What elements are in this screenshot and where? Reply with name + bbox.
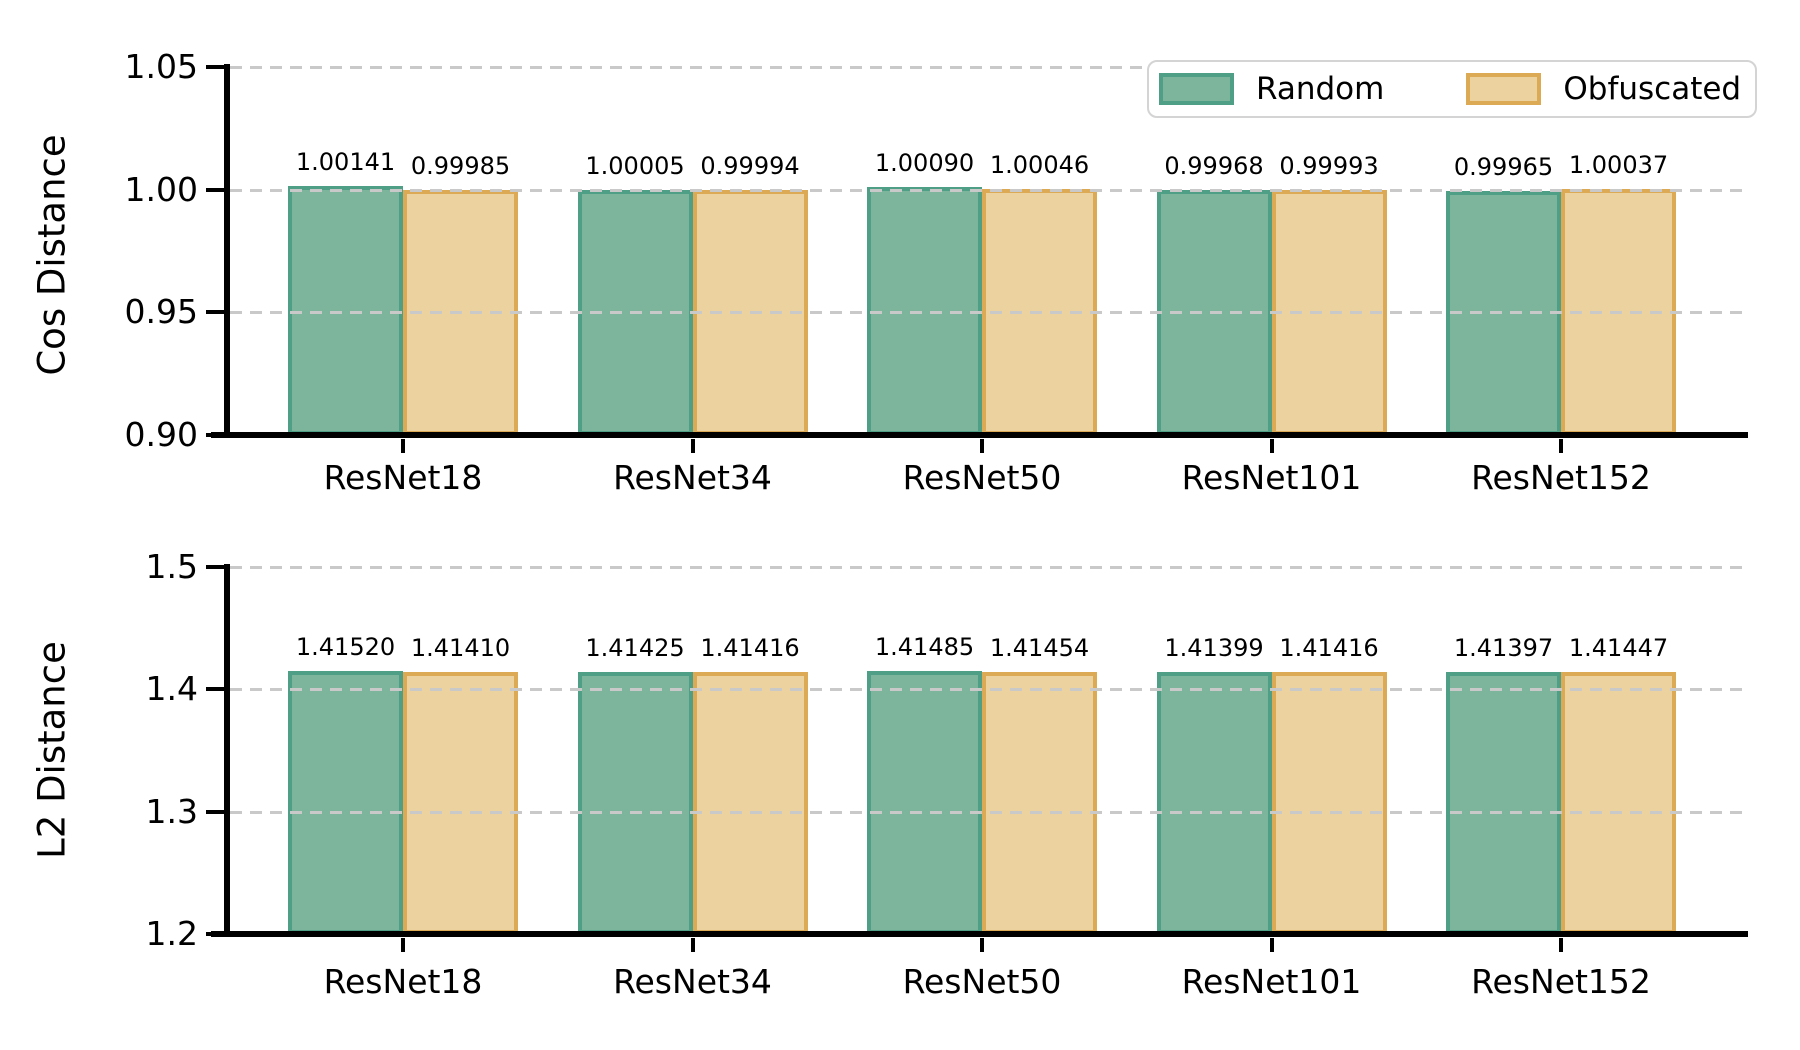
- category-label: ResNet18: [323, 458, 483, 497]
- category-label: ResNet18: [323, 962, 483, 1001]
- bar-value-label: 1.41425: [585, 633, 685, 662]
- bar-value-label: 0.99994: [700, 151, 800, 180]
- bar-random: [288, 186, 403, 435]
- bar-value-label: 1.00046: [989, 150, 1090, 179]
- bar-obfuscated: [1271, 672, 1387, 934]
- y-tick-label: 0.95: [124, 292, 198, 332]
- bar-value-label: 1.41485: [874, 633, 975, 662]
- y-tick-label: 1.3: [145, 791, 198, 831]
- y-tick-label: 1.05: [124, 47, 198, 86]
- gridline: [230, 311, 1748, 315]
- y-tick-mark: [206, 687, 224, 692]
- legend-item-obfuscated: Obfuscated: [1466, 71, 1741, 107]
- bar-value-label: 0.99993: [1279, 151, 1379, 180]
- bar-random: [577, 671, 693, 934]
- bar-value-label: 1.41454: [989, 633, 1090, 662]
- bar-obfuscated: [982, 671, 1097, 934]
- legend-item-random: Random: [1159, 71, 1384, 107]
- left-spine: [224, 64, 230, 438]
- legend-label-random: Random: [1256, 71, 1385, 107]
- x-tick-mark: [690, 938, 695, 952]
- category-label: ResNet50: [902, 962, 1062, 1001]
- bar-value-label: 1.41397: [1453, 634, 1554, 663]
- category-label: ResNet101: [1181, 458, 1362, 497]
- x-tick-mark: [1269, 439, 1274, 453]
- y-tick-mark: [206, 187, 224, 192]
- category-label: ResNet50: [902, 458, 1062, 497]
- bar-value-label: 1.41410: [410, 634, 511, 663]
- bar-value-label: 1.41399: [1164, 634, 1264, 663]
- bar-value-label: 1.41416: [1279, 634, 1379, 662]
- bar-random: [867, 671, 982, 934]
- bottom-spine: [211, 432, 1748, 438]
- legend: Random Obfuscated: [1147, 60, 1757, 118]
- y-tick-label: 1.00: [124, 169, 198, 209]
- obfuscated-legend-swatch: [1466, 73, 1542, 105]
- bar-value-label: 1.00090: [874, 149, 975, 178]
- gridline: [230, 688, 1748, 692]
- x-tick-mark: [1559, 439, 1563, 453]
- category-label: ResNet101: [1181, 962, 1362, 1001]
- category-label: ResNet152: [1471, 458, 1651, 497]
- gridline: [230, 188, 1748, 192]
- bar-value-label: 1.00141: [295, 148, 396, 177]
- bar-obfuscated: [692, 672, 808, 934]
- y-tick-mark: [206, 310, 224, 315]
- category-label: ResNet34: [613, 458, 772, 497]
- bar-random: [1156, 672, 1272, 934]
- bar-value-label: 1.41520: [295, 632, 396, 661]
- left-spine: [224, 564, 230, 937]
- x-tick-mark: [401, 439, 405, 453]
- bar-obfuscated: [1561, 671, 1676, 934]
- bar-value-label: 1.00037: [1568, 150, 1669, 179]
- y-tick-label: 0.90: [124, 415, 198, 454]
- bar-random: [288, 670, 403, 934]
- x-tick-mark: [401, 938, 405, 952]
- y-tick-mark: [206, 565, 224, 569]
- y-tick-label: 1.5: [145, 547, 198, 586]
- y-tick-mark: [206, 809, 224, 814]
- bottom-spine: [211, 931, 1748, 937]
- gridline: [230, 566, 1748, 569]
- gridline: [230, 66, 1748, 69]
- bar-value-label: 1.41447: [1568, 633, 1669, 662]
- legend-label-obfuscated: Obfuscated: [1563, 71, 1742, 107]
- y-tick-label: 1.2: [145, 914, 198, 953]
- bar-value-label: 1.41416: [700, 634, 800, 662]
- category-label: ResNet34: [613, 962, 772, 1001]
- x-tick-mark: [690, 439, 695, 453]
- x-tick-mark: [980, 439, 984, 453]
- gridline: [230, 810, 1748, 814]
- bar-value-label: 0.99965: [1453, 152, 1554, 181]
- random-legend-swatch: [1159, 73, 1234, 105]
- bar-random: [1446, 672, 1561, 934]
- bar-value-label: 0.99968: [1164, 152, 1264, 181]
- y-tick-mark: [206, 65, 224, 69]
- bar-value-label: 1.00005: [585, 151, 685, 180]
- y-tick-label: 1.4: [145, 669, 198, 709]
- x-tick-mark: [1559, 938, 1563, 952]
- x-tick-mark: [1269, 938, 1274, 952]
- category-label: ResNet152: [1471, 962, 1651, 1001]
- bar-value-label: 0.99985: [410, 152, 511, 181]
- bar-obfuscated: [403, 672, 518, 934]
- x-tick-mark: [980, 938, 984, 952]
